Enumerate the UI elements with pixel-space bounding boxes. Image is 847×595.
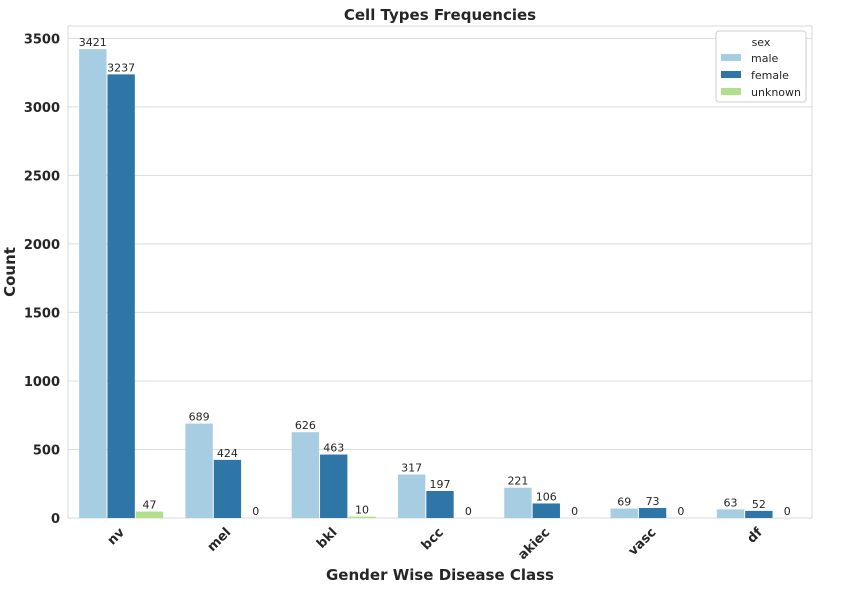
bar-bkl-female xyxy=(320,454,348,518)
bar-label-vasc-male: 69 xyxy=(617,496,631,509)
y-tick-label-500: 500 xyxy=(33,443,60,458)
bar-label-mel-unknown: 0 xyxy=(252,505,259,518)
bar-bkl-male xyxy=(291,432,320,518)
bar-akiec-female xyxy=(532,503,560,518)
bar-label-bkl-female: 463 xyxy=(323,442,344,455)
bar-label-df-male: 63 xyxy=(724,496,738,509)
legend-items: male female unknown xyxy=(721,52,801,99)
y-axis-ticks: 0 500 1000 1500 2000 2500 3000 3500 xyxy=(24,32,60,527)
x-axis-ticks: nv mel bkl bcc akiec vasc df xyxy=(105,525,766,563)
legend-box xyxy=(715,30,807,103)
bar-label-bcc-unknown: 0 xyxy=(465,505,472,518)
legend-label-male: male xyxy=(751,52,779,65)
bar-label-mel-female: 424 xyxy=(217,447,238,460)
bar-label-akiec-unknown: 0 xyxy=(571,505,578,518)
bar-label-df-unknown: 0 xyxy=(784,505,791,518)
bar-label-bcc-female: 197 xyxy=(430,478,451,491)
bar-bcc-male xyxy=(397,474,426,518)
bar-nv-female xyxy=(107,74,135,518)
x-axis-label: Gender Wise Disease Class xyxy=(326,566,554,584)
bar-label-bkl-unknown: 10 xyxy=(355,504,369,517)
y-tick-label-3000: 3000 xyxy=(24,101,60,116)
bar-label-akiec-female: 106 xyxy=(536,490,557,503)
bar-label-df-female: 52 xyxy=(752,498,766,511)
legend-label-female: female xyxy=(751,69,789,82)
bar-label-bkl-male: 626 xyxy=(295,419,316,432)
legend-title: sex xyxy=(752,36,771,49)
legend-swatch-male xyxy=(721,54,741,61)
bar-bcc-female xyxy=(426,491,454,518)
bar-bkl-unknown xyxy=(348,516,376,518)
bar-mel-male xyxy=(185,423,213,518)
bar-label-bcc-male: 317 xyxy=(401,462,422,475)
y-axis-label: Count xyxy=(1,247,19,297)
bar-mel-female xyxy=(213,459,242,518)
y-tick-label-3500: 3500 xyxy=(24,32,60,47)
y-tick-label-1000: 1000 xyxy=(24,375,60,390)
chart-title: Cell Types Frequencies xyxy=(344,6,536,24)
y-tick-label-2000: 2000 xyxy=(24,238,60,253)
y-tick-label-0: 0 xyxy=(51,512,60,527)
bar-df-male xyxy=(716,509,745,518)
bar-nv-male xyxy=(79,49,107,518)
bar-df-female xyxy=(745,510,773,518)
bar-label-mel-male: 689 xyxy=(189,411,210,424)
bar-label-akiec-male: 221 xyxy=(507,475,528,488)
legend-swatch-female xyxy=(721,71,741,78)
legend-label-unknown: unknown xyxy=(751,86,801,99)
bar-label-nv-unknown: 47 xyxy=(142,499,156,512)
bar-vasc-female xyxy=(638,507,667,518)
bar-label-nv-male: 3421 xyxy=(79,36,107,49)
bar-label-vasc-female: 73 xyxy=(646,495,660,508)
bar-label-vasc-unknown: 0 xyxy=(677,505,684,518)
bar-label-nv-female: 3237 xyxy=(107,61,135,74)
y-tick-label-1500: 1500 xyxy=(24,306,60,321)
legend: sex male female unknown xyxy=(715,30,807,103)
bar-akiec-male xyxy=(504,487,532,518)
legend-swatch-unknown xyxy=(721,88,741,95)
bar-nv-unknown xyxy=(135,511,164,518)
y-tick-label-2500: 2500 xyxy=(24,169,60,184)
bar-vasc-male xyxy=(610,508,638,518)
